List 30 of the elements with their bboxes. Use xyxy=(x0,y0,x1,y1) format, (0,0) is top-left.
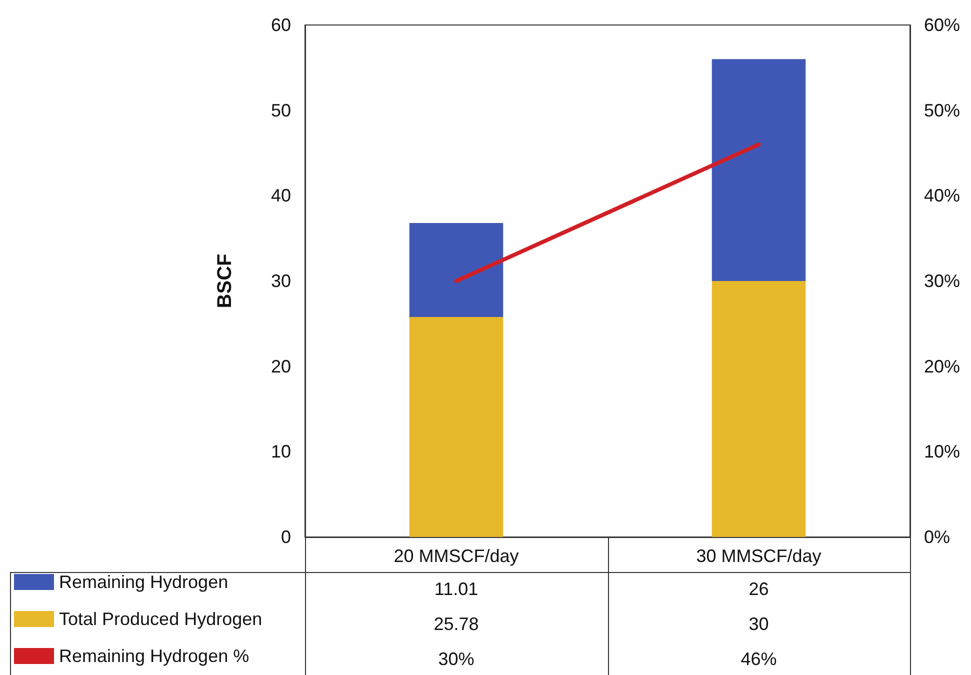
y2-tick-label: 60% xyxy=(924,15,960,35)
bar xyxy=(712,59,806,281)
data-label: 46% xyxy=(740,648,778,671)
legend-label: Total Produced Hydrogen xyxy=(59,609,262,629)
y2-tick-label: 30% xyxy=(924,271,960,291)
y2-tick-label: 50% xyxy=(924,100,960,120)
bar xyxy=(409,223,504,318)
y-tick-label: 40 xyxy=(270,186,291,206)
bar xyxy=(712,281,806,537)
data-label: 11.01 xyxy=(433,578,480,601)
data-label: 30% xyxy=(437,648,476,671)
y-tick-label: 30 xyxy=(270,271,291,291)
y-tick-label: 10 xyxy=(270,442,291,462)
x-tick-label: 20 MMSCF/day xyxy=(394,546,519,566)
y2-tick-label: 10% xyxy=(924,442,960,462)
y-tick-label: 60 xyxy=(270,15,291,35)
y2-tick-label: 20% xyxy=(924,356,960,376)
data-label: 30 xyxy=(748,613,770,636)
y-tick-label: 50 xyxy=(270,100,291,120)
y-axis-title: BSCF xyxy=(214,254,236,308)
x-tick-label: 30 MMSCF/day xyxy=(696,546,822,566)
y-tick-label: 20 xyxy=(270,356,291,376)
bar xyxy=(409,317,504,537)
y2-tick-label: 40% xyxy=(924,186,960,206)
y-tick-label: 0 xyxy=(280,527,291,547)
data-label: 25.78 xyxy=(432,613,480,636)
y2-tick-label: 0% xyxy=(924,527,950,547)
legend-label: Remaining Hydrogen % xyxy=(59,646,250,666)
legend-label: Remaining Hydrogen xyxy=(59,572,228,592)
data-label: 26 xyxy=(748,578,770,601)
